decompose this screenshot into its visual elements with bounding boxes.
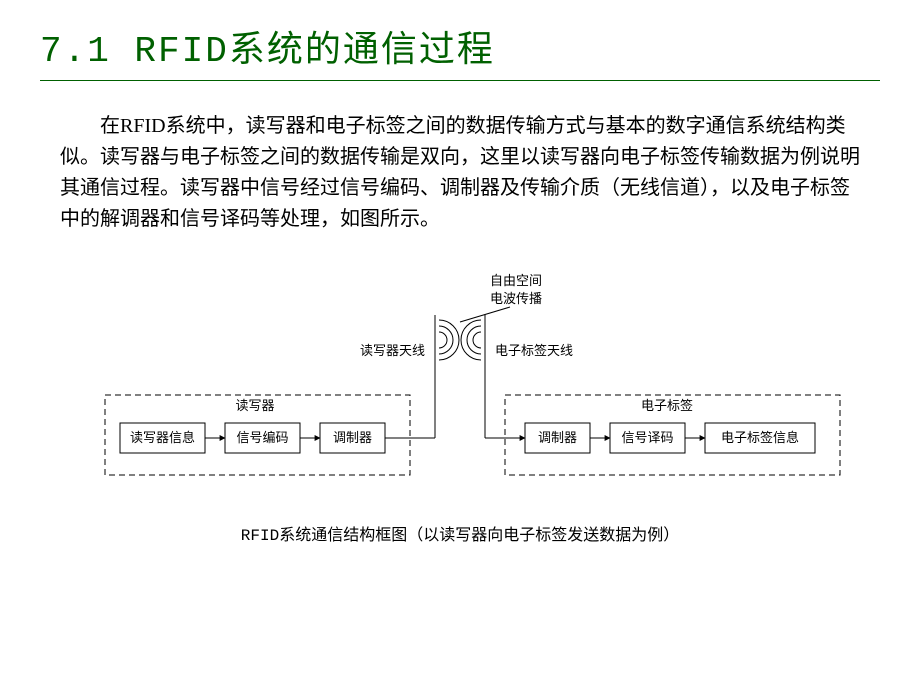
diagram-caption: RFID系统通信结构框图（以读写器向电子标签发送数据为例） <box>0 521 920 545</box>
free-space-label-2: 电波传播 <box>490 291 542 306</box>
tag-group-label: 电子标签 <box>641 398 693 413</box>
body-paragraph: 在RFID系统中，读写器和电子标签之间的数据传输方式与基本的数字通信系统结构类似… <box>0 81 920 235</box>
demodulator-label: 调制器 <box>538 430 577 445</box>
rfid-diagram: 读写器 电子标签读写器信息 信号编码 调制器 调制器 信号译码 电子标签信息 自由空间电波传播… <box>0 255 920 515</box>
page-title: 7.1 RFID系统的通信过程 <box>40 20 880 72</box>
reader-antenna-label: 读写器天线 <box>360 343 425 358</box>
wave-left-8 <box>473 332 481 348</box>
tag-antenna-label: 电子标签天线 <box>495 343 573 358</box>
tag-info-label: 电子标签信息 <box>721 430 799 445</box>
wave-right-8 <box>439 332 447 348</box>
wave-right-14 <box>439 326 453 354</box>
signal-decode-label: 信号译码 <box>621 430 673 445</box>
modulator-label: 调制器 <box>333 430 372 445</box>
free-space-label-1: 自由空间 <box>490 273 542 288</box>
signal-encode-label: 信号编码 <box>236 430 288 445</box>
reader-group-label: 读写器 <box>235 398 274 413</box>
wave-left-14 <box>467 326 481 354</box>
reader-info-label: 读写器信息 <box>130 430 195 445</box>
